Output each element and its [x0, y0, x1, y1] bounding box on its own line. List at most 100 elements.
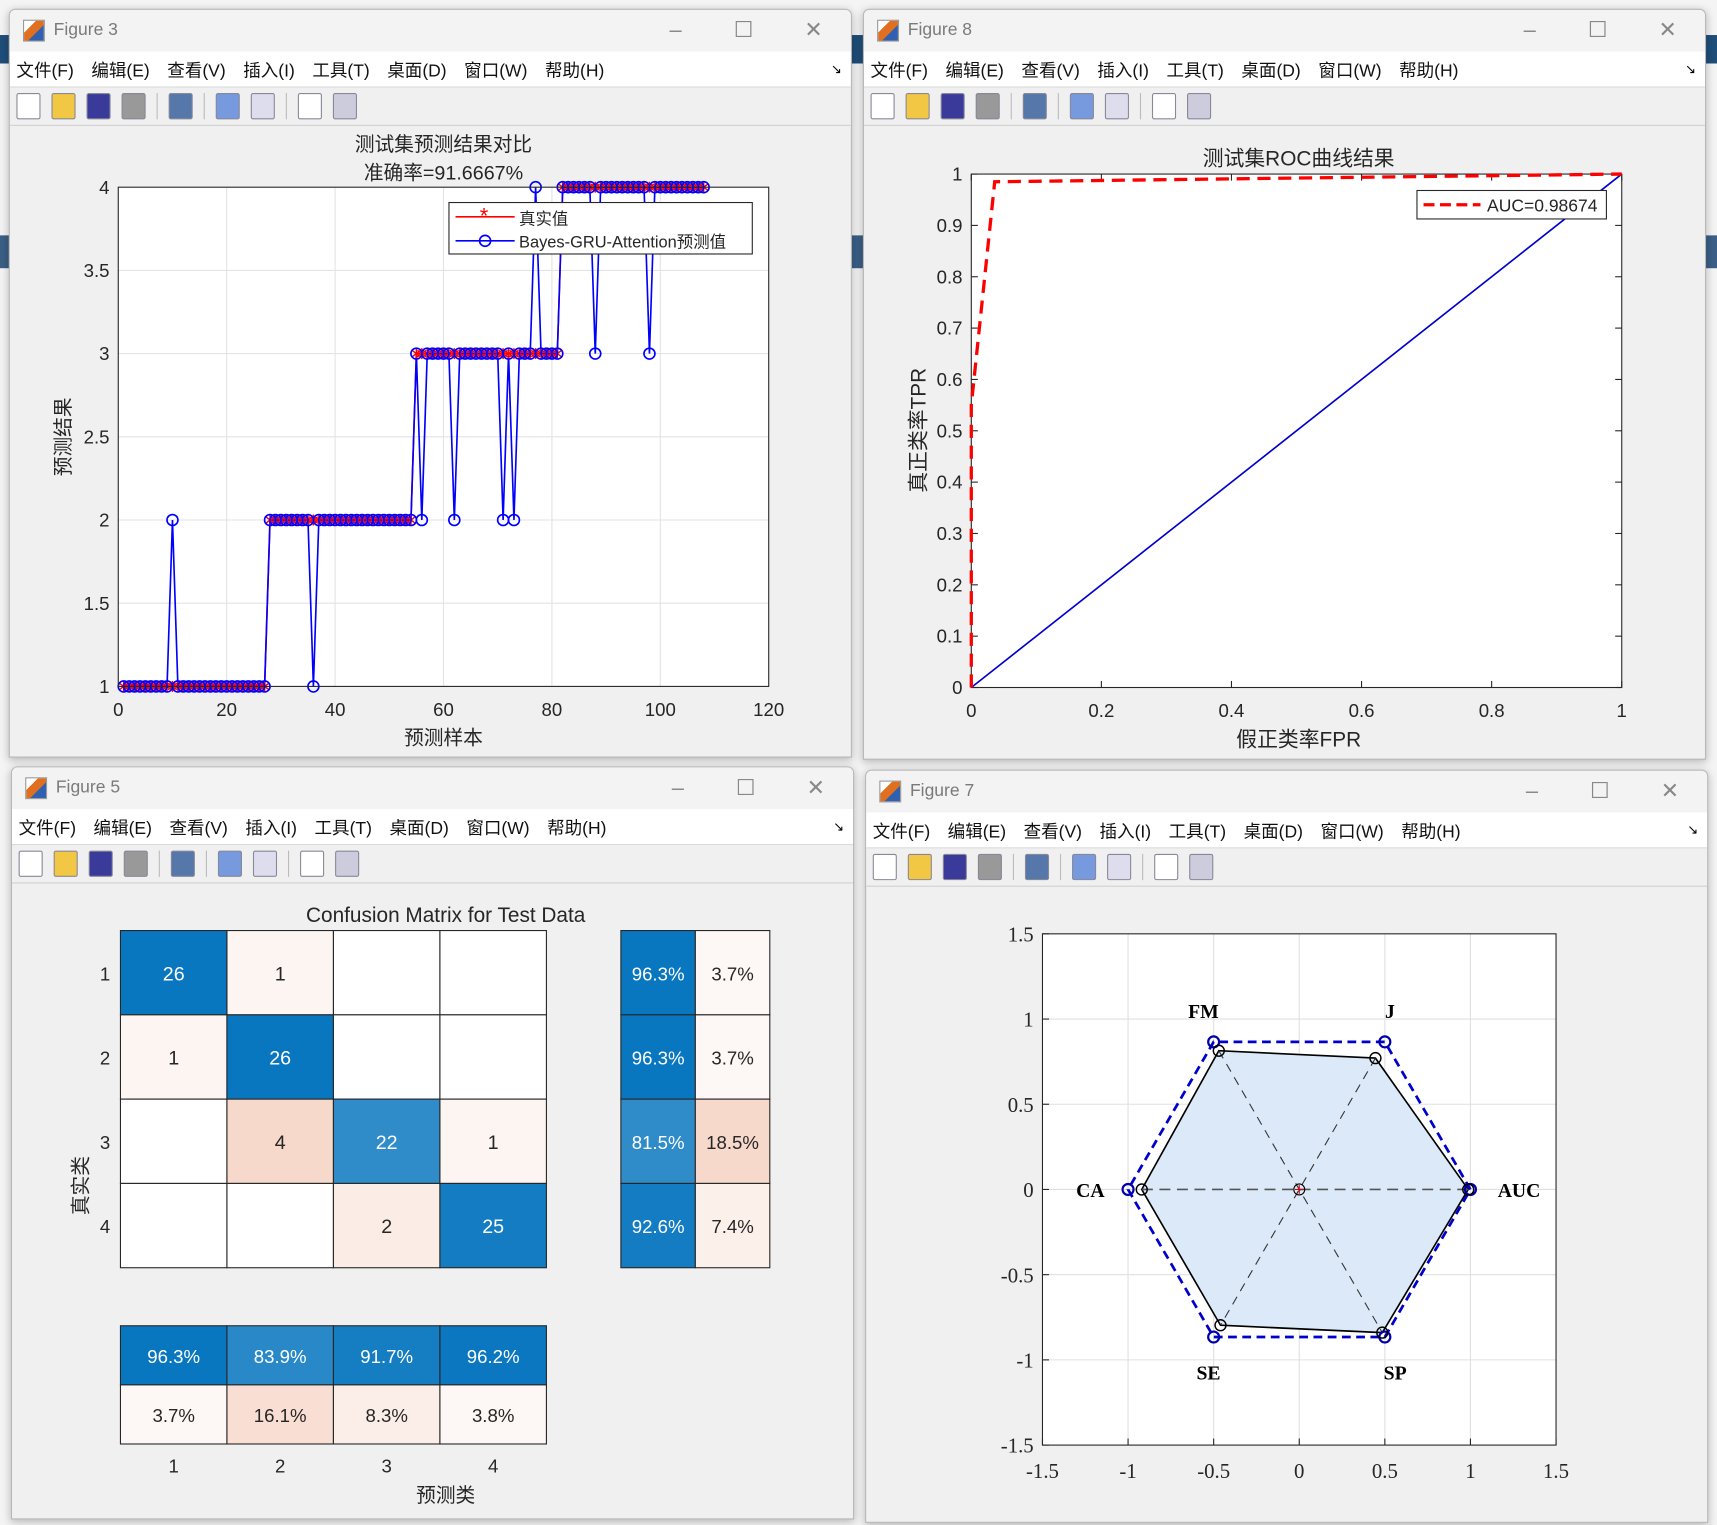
pointer-icon[interactable] — [300, 850, 325, 877]
colorbar-icon[interactable] — [217, 850, 243, 877]
link-plot-icon[interactable] — [168, 93, 193, 120]
menu-item[interactable]: 窗口(W) — [466, 819, 530, 839]
menu-item[interactable]: 桌面(D) — [389, 819, 449, 839]
print-icon[interactable] — [121, 93, 146, 120]
toolbar-toggle-icon[interactable]: ↘ — [1687, 822, 1699, 838]
menu-item[interactable]: 文件(F) — [18, 819, 77, 839]
menu-item[interactable]: 插入(I) — [1097, 62, 1149, 82]
property-inspector-icon[interactable] — [332, 93, 357, 120]
open-file-icon[interactable] — [905, 93, 930, 120]
close-button[interactable]: ✕ — [804, 18, 823, 43]
close-button[interactable]: ✕ — [1660, 779, 1680, 804]
menu-item[interactable]: 帮助(H) — [544, 62, 605, 82]
menu-item[interactable]: 编辑(E) — [947, 823, 1007, 842]
new-figure-icon[interactable] — [870, 93, 895, 120]
menu-item[interactable]: 桌面(D) — [387, 62, 447, 82]
maximize-button[interactable]: ☐ — [735, 776, 756, 801]
property-inspector-icon[interactable] — [1187, 93, 1212, 120]
roc-curve — [969, 172, 1622, 688]
legend-icon[interactable] — [1107, 853, 1132, 881]
close-button[interactable]: ✕ — [806, 776, 825, 801]
minimize-button[interactable]: – — [1523, 18, 1536, 43]
maximize-button[interactable]: ☐ — [1590, 779, 1610, 804]
link-plot-icon[interactable] — [170, 850, 195, 877]
menu-item[interactable]: 帮助(H) — [1401, 823, 1461, 842]
open-file-icon[interactable] — [907, 853, 932, 881]
menu-item[interactable]: 工具(T) — [1166, 62, 1224, 82]
cell-value: 1 — [275, 963, 286, 985]
menu-item[interactable]: 编辑(E) — [91, 62, 150, 82]
menu-item[interactable]: 帮助(H) — [547, 819, 607, 839]
y-tick-label: -1.5 — [1001, 1435, 1034, 1458]
matrix-cell — [119, 1182, 228, 1269]
menu-item[interactable]: 帮助(H) — [1399, 62, 1459, 82]
menu-item[interactable]: 工具(T) — [314, 819, 372, 839]
toolbar-divider — [203, 93, 205, 120]
legend-icon[interactable] — [250, 93, 275, 120]
menu-item[interactable]: 文件(F) — [872, 823, 931, 842]
colorbar-icon[interactable] — [215, 93, 240, 120]
row-summary-value: 3.7% — [711, 1048, 753, 1069]
menu-item[interactable]: 插入(I) — [243, 62, 295, 82]
minimize-button[interactable]: – — [669, 18, 682, 43]
y-tick-label: 3.5 — [84, 260, 110, 281]
menu-item[interactable]: 桌面(D) — [1241, 62, 1301, 82]
menu-item[interactable]: 窗口(W) — [464, 62, 528, 82]
new-figure-icon[interactable] — [18, 850, 43, 877]
menu-item[interactable]: 查看(V) — [1023, 823, 1083, 842]
print-icon[interactable] — [977, 853, 1002, 881]
title-bar[interactable]: Figure 3 – ☐ ✕ — [9, 9, 851, 52]
toolbar-toggle-icon[interactable]: ↘ — [1685, 61, 1697, 77]
print-icon[interactable] — [975, 93, 1000, 120]
property-inspector-icon[interactable] — [335, 850, 360, 877]
menu-item[interactable]: 查看(V) — [1021, 62, 1080, 82]
close-button[interactable]: ✕ — [1658, 18, 1677, 43]
menu-item[interactable]: 插入(I) — [245, 819, 298, 839]
open-file-icon[interactable] — [51, 93, 76, 120]
new-figure-icon[interactable] — [872, 853, 897, 881]
open-file-icon[interactable] — [53, 850, 78, 877]
minimize-button[interactable]: – — [671, 776, 684, 801]
link-plot-icon[interactable] — [1022, 93, 1047, 120]
legend-icon[interactable] — [252, 850, 278, 877]
maximize-button[interactable]: ☐ — [1587, 18, 1608, 43]
menu-item[interactable]: 窗口(W) — [1320, 823, 1384, 842]
metric-marker — [1214, 1319, 1227, 1332]
menu-item[interactable]: 编辑(E) — [945, 62, 1004, 82]
title-bar[interactable]: Figure 7 – ☐ ✕ — [866, 770, 1708, 813]
menu-item[interactable]: 窗口(W) — [1318, 62, 1382, 82]
save-icon[interactable] — [86, 93, 111, 120]
save-icon[interactable] — [88, 850, 113, 877]
pointer-icon[interactable] — [1151, 93, 1177, 120]
menu-item[interactable]: 工具(T) — [1168, 823, 1227, 842]
x-tick-label: 120 — [753, 699, 784, 720]
y-tick-label: 0.2 — [937, 574, 963, 595]
minimize-button[interactable]: – — [1525, 779, 1539, 804]
title-bar[interactable]: Figure 5 – ☐ ✕ — [12, 767, 854, 810]
x-tick-label: 100 — [645, 699, 676, 720]
save-icon[interactable] — [940, 93, 965, 120]
menu-item[interactable]: 查看(V) — [169, 819, 228, 839]
link-plot-icon[interactable] — [1024, 853, 1050, 881]
new-figure-icon[interactable] — [16, 93, 41, 120]
toolbar-toggle-icon[interactable]: ↘ — [833, 818, 845, 835]
maximize-button[interactable]: ☐ — [733, 18, 754, 43]
colorbar-icon[interactable] — [1069, 93, 1094, 120]
menu-item[interactable]: 编辑(E) — [93, 819, 152, 839]
legend-icon[interactable] — [1104, 93, 1129, 120]
toolbar-toggle-icon[interactable]: ↘ — [831, 61, 843, 77]
print-icon[interactable] — [123, 850, 148, 877]
pointer-icon[interactable] — [297, 93, 322, 120]
save-icon[interactable] — [942, 853, 967, 881]
title-bar[interactable]: Figure 8 – ☐ ✕ — [863, 9, 1705, 52]
menu-item[interactable]: 文件(F) — [870, 62, 928, 82]
menu-bar: 文件(F) 编辑(E) 查看(V) 插入(I) 工具(T) 桌面(D) 窗口(W) 帮助(H)… — [866, 812, 1708, 849]
pointer-icon[interactable] — [1154, 853, 1179, 881]
property-inspector-icon[interactable] — [1189, 853, 1214, 881]
menu-item[interactable]: 文件(F) — [16, 62, 74, 82]
colorbar-icon[interactable] — [1072, 853, 1097, 881]
menu-item[interactable]: 查看(V) — [167, 62, 226, 82]
menu-item[interactable]: 工具(T) — [312, 62, 370, 82]
menu-item[interactable]: 桌面(D) — [1243, 823, 1303, 842]
menu-item[interactable]: 插入(I) — [1099, 823, 1152, 842]
